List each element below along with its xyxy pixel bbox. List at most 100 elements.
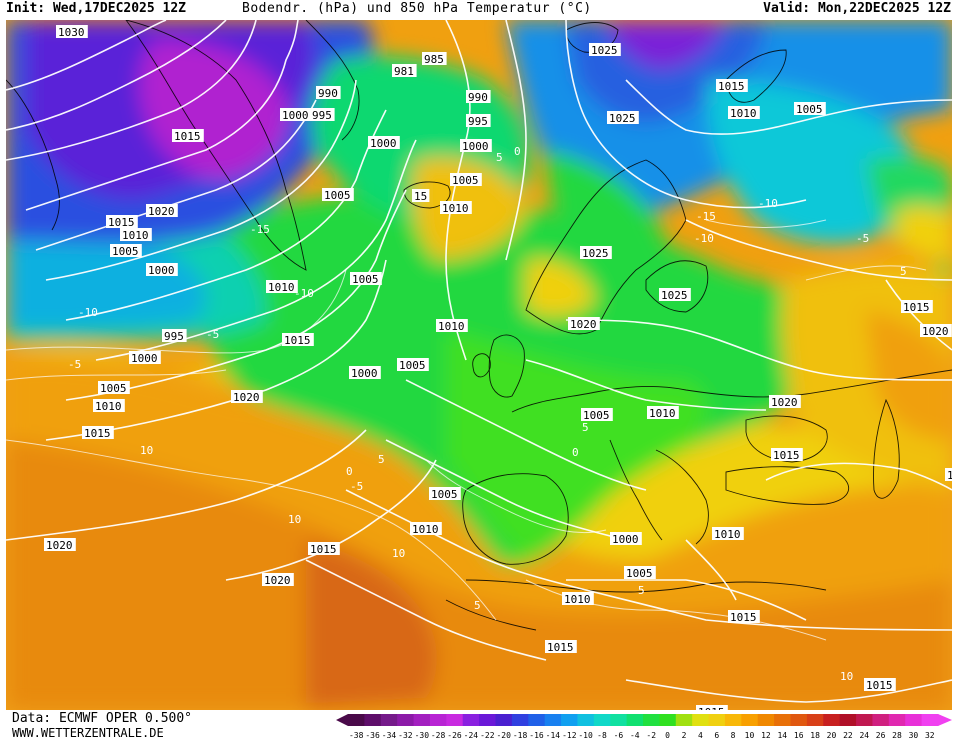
legend-tick-label: -30 bbox=[415, 731, 430, 740]
legend-swatch bbox=[675, 714, 693, 726]
legend-tick-label: -18 bbox=[513, 731, 528, 740]
legend-tick-label: 30 bbox=[909, 731, 919, 740]
isobar-label-box bbox=[146, 263, 178, 276]
isobar-label-box bbox=[429, 487, 461, 500]
isobar-label-text: 1015 bbox=[866, 679, 893, 692]
isobar-label-text: 1015 bbox=[698, 706, 725, 710]
isobar-label-box bbox=[350, 272, 382, 285]
isobar-label: 1020 bbox=[231, 390, 263, 404]
legend-tick-label: 8 bbox=[731, 731, 736, 740]
isobar-label-text: 995 bbox=[164, 330, 184, 343]
isobar-label: 1020 bbox=[44, 538, 76, 552]
isobar-label-box bbox=[282, 333, 314, 346]
isobar-label-text: 1015 bbox=[174, 130, 201, 143]
legend-swatch bbox=[380, 714, 398, 726]
legend-swatch bbox=[888, 714, 906, 726]
isobar-label-text: 1010 bbox=[730, 107, 757, 120]
legend-tick-label: 12 bbox=[761, 731, 771, 740]
isobar-label-box bbox=[920, 324, 952, 337]
legend-swatch bbox=[511, 714, 529, 726]
temperature-label: 10 bbox=[288, 513, 301, 526]
isobar-label-text: 1005 bbox=[626, 567, 653, 580]
isobar-label-text: 1025 bbox=[582, 247, 609, 260]
legend-ticks: -38 -36 -34 -32 -30 -28 -26 -24 -22 -20 -18 -16 -14-… bbox=[349, 731, 935, 740]
temperature-label: 5 bbox=[900, 265, 907, 278]
isobar-label-text: 1005 bbox=[324, 189, 351, 202]
isobar-label: 1015 bbox=[864, 678, 896, 692]
legend-swatch bbox=[561, 714, 578, 726]
isobar-label-text: 15 bbox=[414, 190, 427, 203]
isobar-label-text: 1025 bbox=[661, 289, 688, 302]
isobar-label-box bbox=[466, 90, 491, 103]
legend-swatch bbox=[610, 714, 628, 726]
temperature-field bbox=[6, 20, 952, 710]
isobar-label-text: 1015 bbox=[718, 80, 745, 93]
legend-swatch bbox=[856, 714, 873, 726]
isobar-label: 1010 bbox=[728, 106, 760, 120]
isobar-label-box bbox=[581, 408, 613, 421]
isobar-label-text: 1000 bbox=[131, 352, 158, 365]
isobar-label-box bbox=[266, 280, 298, 293]
isobar-label-text: 1010 bbox=[95, 400, 122, 413]
isobar-label: 985 bbox=[422, 52, 447, 66]
legend-tick-label: 24 bbox=[859, 731, 869, 740]
isobar-label-box bbox=[466, 114, 491, 127]
isobar-label-box bbox=[696, 705, 728, 710]
isobar-label-box bbox=[607, 111, 639, 124]
legend-tick-label: -38 bbox=[349, 731, 364, 740]
temperature-label: -15 bbox=[250, 223, 270, 236]
legend-swatch bbox=[544, 714, 562, 726]
legend-swatch bbox=[872, 714, 890, 726]
isobar-label-text: 1010 bbox=[412, 523, 439, 536]
legend-tick-label: -2 bbox=[646, 731, 656, 740]
legend-swatch bbox=[446, 714, 464, 726]
isobar-label-text: 1015 bbox=[547, 641, 574, 654]
isobar-label: 1005 bbox=[450, 173, 482, 187]
isobar-label-box bbox=[659, 288, 691, 301]
legend-tick-label: 18 bbox=[810, 731, 820, 740]
legend-tick-label: -12 bbox=[562, 731, 577, 740]
isobar-label: 1000 bbox=[610, 532, 642, 546]
isobar-label: 1020 bbox=[568, 317, 600, 331]
isobar-label-box bbox=[712, 527, 744, 540]
isobar-label-text: 1015 bbox=[284, 334, 311, 347]
isobar-label: 1010 bbox=[436, 319, 468, 333]
isobar-label: 981 bbox=[392, 64, 417, 78]
isobar-label: 995 bbox=[466, 114, 491, 128]
isobar-label: 1020 bbox=[920, 324, 952, 338]
map-title: Bodendr. (hPa) und 850 hPa Temperatur (°… bbox=[242, 1, 592, 16]
legend-swatch bbox=[528, 714, 546, 726]
isobar-label-box bbox=[794, 102, 826, 115]
isobar-label-box bbox=[545, 640, 577, 653]
isobar-label-box bbox=[769, 395, 801, 408]
isobar-label-box bbox=[728, 610, 760, 623]
isobar-label-text: 1010 bbox=[564, 593, 591, 606]
isobar-label-box bbox=[98, 381, 130, 394]
temperature-label: 10 bbox=[392, 547, 405, 560]
temperature-label: -5 bbox=[68, 358, 81, 371]
legend-swatch bbox=[626, 714, 644, 726]
isobar-label-box bbox=[322, 188, 354, 201]
temperature-label: 10 bbox=[140, 444, 153, 457]
isobar-label: 1010 bbox=[410, 522, 442, 536]
isobar-label-text: 1020 bbox=[570, 318, 597, 331]
legend-tick-label: 0 bbox=[665, 731, 670, 740]
isobar-label-text: 1025 bbox=[591, 44, 618, 57]
isobar-label-box bbox=[562, 592, 594, 605]
temperature-label: -10 bbox=[294, 287, 314, 300]
isobar-label-text: 1005 bbox=[452, 174, 479, 187]
legend-tick-label: 6 bbox=[714, 731, 719, 740]
isobar-label: 1015 bbox=[545, 640, 577, 654]
isobar-label: 1000 bbox=[460, 139, 492, 153]
temperature-label: 5 bbox=[474, 599, 481, 612]
isobar-label: 1010 bbox=[120, 228, 152, 242]
isobar-label: 990 bbox=[316, 86, 341, 100]
isobar-label-box bbox=[610, 532, 642, 545]
isobar-label-text: 1015 bbox=[730, 611, 757, 624]
isobar-label: 1010 bbox=[562, 592, 594, 606]
legend-tick-label: -10 bbox=[578, 731, 593, 740]
isobar-label: 1000 bbox=[146, 263, 178, 277]
isobar-label-text: 1005 bbox=[583, 409, 610, 422]
isobar-label: 990 bbox=[466, 90, 491, 104]
isobar-label-text: 1020 bbox=[922, 325, 949, 338]
